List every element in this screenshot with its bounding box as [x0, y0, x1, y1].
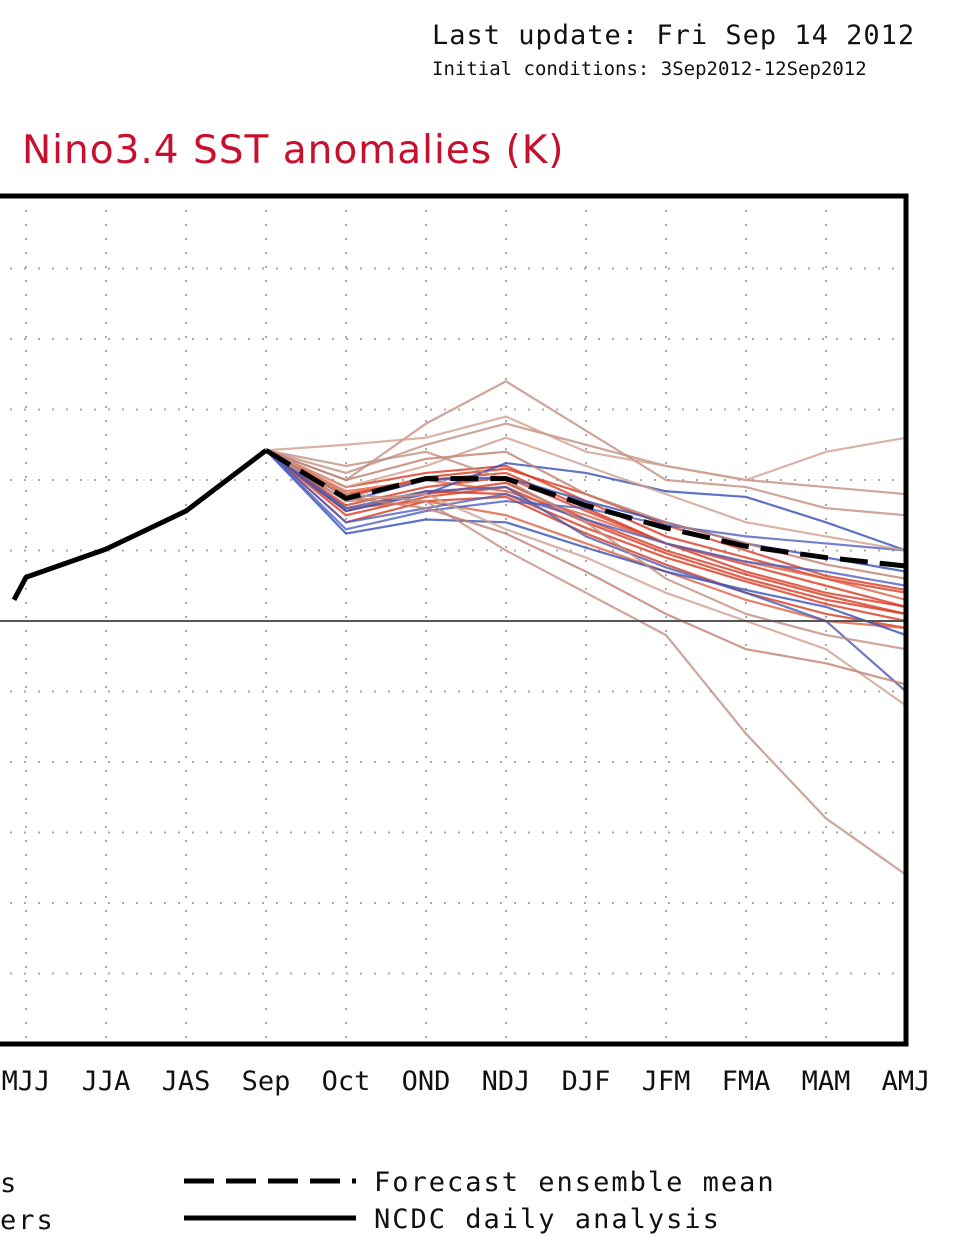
plot-frame	[0, 193, 909, 1047]
main-series	[11, 448, 906, 602]
x-tick-labels: MJJ JJA JAS Sep Oct OND NDJ DJF JFM FMA MAM AMJ	[2, 1066, 931, 1097]
ensemble-member-line	[265, 436, 906, 552]
ensemble-member-line	[265, 449, 906, 707]
ncdc-analysis-line	[11, 448, 268, 602]
x-tick-label: FMA	[722, 1066, 771, 1097]
ensemble-member-line	[265, 449, 906, 686]
ensemble-member-line	[265, 449, 906, 637]
initial-conditions-text: Initial conditions: 3Sep2012-12Sep2012	[432, 58, 867, 80]
ensemble-member-line	[265, 449, 906, 552]
ensemble-member-line	[265, 449, 906, 876]
chart-title: Nino3.4 SST anomalies (K)	[22, 128, 565, 173]
ensemble-member-line	[265, 415, 906, 482]
grid-lines	[0, 196, 906, 1044]
ensemble-member-line	[265, 449, 906, 693]
x-tick-label: JFM	[642, 1066, 691, 1097]
ensemble-member-line	[265, 449, 906, 587]
ensemble-member-line	[265, 422, 906, 496]
x-tick-label: MJJ	[2, 1066, 51, 1097]
x-tick-label: AMJ	[882, 1066, 931, 1097]
x-tick-label: JJA	[82, 1066, 131, 1097]
ensemble-member-line	[265, 449, 906, 580]
last-update-text: Last update: Fri Sep 14 2012	[432, 20, 916, 51]
x-tick-label: JAS	[162, 1066, 211, 1097]
ensemble-mean-line	[264, 448, 906, 569]
ensemble-member-line	[265, 449, 906, 630]
x-tick-label: Oct	[322, 1066, 371, 1097]
x-tick-label: NDJ	[482, 1066, 531, 1097]
legend-ncdc-label: NCDC daily analysis	[374, 1204, 721, 1235]
ensemble-members	[265, 380, 906, 876]
x-tick-label: MAM	[802, 1066, 851, 1097]
ensemble-member-line	[265, 449, 906, 601]
ensemble-member-line	[265, 449, 906, 552]
legend-partial-2: ers	[0, 1205, 55, 1236]
legend-partial-1: s	[0, 1168, 18, 1199]
legend-ensemble-mean-label: Forecast ensemble mean	[374, 1167, 776, 1198]
x-tick-label: OND	[402, 1066, 451, 1097]
x-tick-label: DJF	[562, 1066, 611, 1097]
ensemble-member-line	[265, 449, 906, 651]
x-tick-label: Sep	[242, 1066, 291, 1097]
